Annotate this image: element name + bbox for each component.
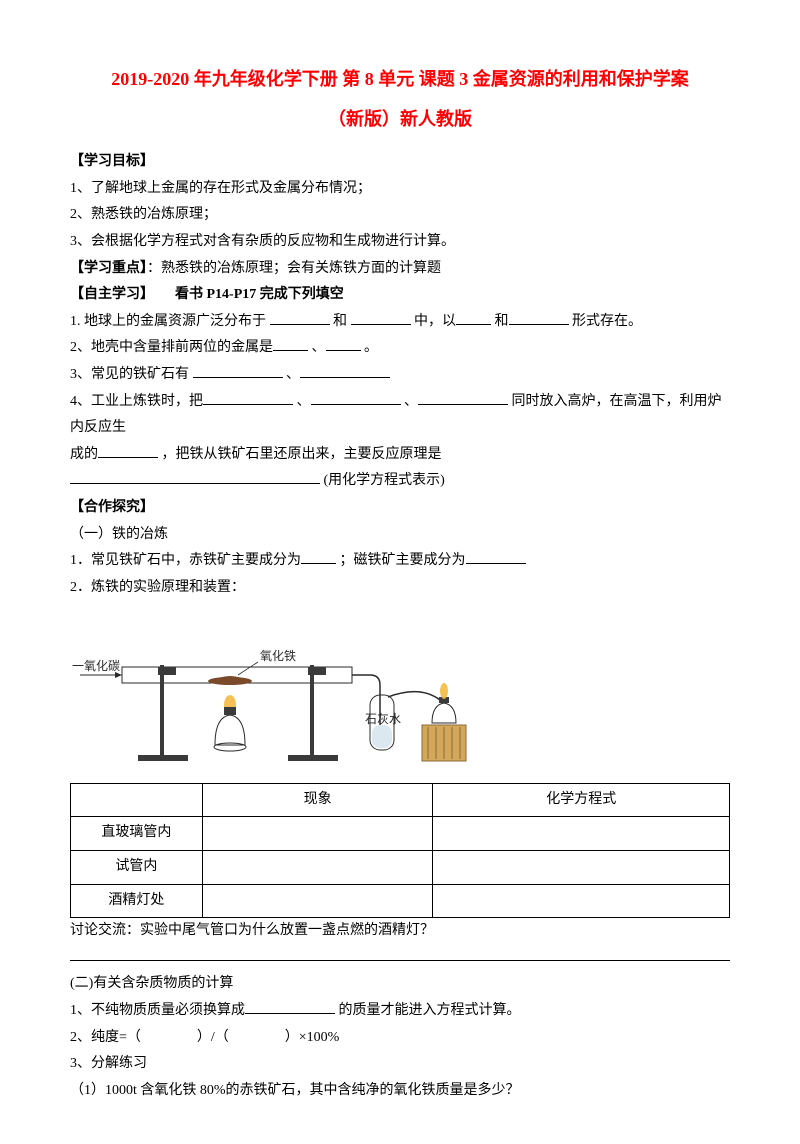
coop-sub1: （一）铁的冶炼 xyxy=(70,522,730,549)
blank xyxy=(193,364,283,378)
self-q3: 3、常见的铁矿石有 、 xyxy=(70,362,730,389)
self-q3-b: 、 xyxy=(286,367,300,382)
p2-q3: 3、分解练习 xyxy=(70,1051,730,1078)
blank xyxy=(456,311,491,325)
self-q1-d: 和 xyxy=(495,314,509,329)
blank xyxy=(270,311,330,325)
p2-q1: 1、不纯物质质量必须换算成 的质量才能进入方程式计算。 xyxy=(70,998,730,1025)
blank xyxy=(70,470,320,484)
self-q4-f: ，把铁从铁矿石里还原出来，主要反应原理是 xyxy=(162,447,442,462)
self-q2-c: 。 xyxy=(364,340,378,355)
coop-q2: 2．炼铁的实验原理和装置： xyxy=(70,575,730,602)
self-q1: 1. 地球上的金属资源广泛分布于 和 中，以 和 形式存在。 xyxy=(70,309,730,336)
blank xyxy=(273,337,308,351)
self-q4-g: (用化学方程式表示) xyxy=(324,473,445,488)
table-h2: 化学方程式 xyxy=(433,783,730,817)
label-lime: 石灰水 xyxy=(365,712,401,726)
blank xyxy=(466,550,526,564)
self-q2-b: 、 xyxy=(312,340,326,355)
title-line-2: （新版）新人教版 xyxy=(70,100,730,140)
blank xyxy=(98,444,158,458)
self-q2: 2、地壳中含量排前两位的金属是 、 。 xyxy=(70,335,730,362)
self-q1-b: 和 xyxy=(333,314,351,329)
self-q4-b: 、 xyxy=(297,394,311,409)
label-fe2o3: 氧化铁 xyxy=(260,649,296,663)
goal-3: 3、会根据化学方程式对含有杂质的反应物和生成物进行计算。 xyxy=(70,229,730,256)
self-q1-a: 1. 地球上的金属资源广泛分布于 xyxy=(70,314,270,329)
focus-text: ：熟悉铁的冶炼原理；会有关炼铁方面的计算题 xyxy=(147,261,441,276)
focus-heading: 【学习重点】 xyxy=(70,261,147,276)
blank xyxy=(311,391,401,405)
goal-2: 2、熟悉铁的冶炼原理； xyxy=(70,202,730,229)
p2-q3-1: （1）1000t 含氧化铁 80%的赤铁矿石，其中含纯净的氧化铁质量是多少？ xyxy=(70,1078,730,1105)
observation-table: 现象 化学方程式 直玻璃管内 试管内 酒精灯处 xyxy=(70,783,730,918)
self-q1-e: 形式存在。 xyxy=(572,314,642,329)
self-q4-a: 4、工业上炼铁时，把 xyxy=(70,394,203,409)
p2-q1-b: 的质量才能进入方程式计算。 xyxy=(339,1003,521,1018)
self-q4: 4、工业上炼铁时，把 、 、 同时放入高炉，在高温下，利用炉内反应生 xyxy=(70,389,730,442)
table-h1: 现象 xyxy=(202,783,433,817)
self-q1-c: 中，以 xyxy=(414,314,456,329)
table-r3: 酒精灯处 xyxy=(71,884,203,918)
p2-q2: 2、纯度=（ ）/（ ）×100% xyxy=(70,1025,730,1052)
part2-heading: (二)有关含杂质物质的计算 xyxy=(70,971,730,998)
blank xyxy=(300,364,390,378)
self-study-instruction: 看书 P14-P17 完成下列填空 xyxy=(147,287,344,302)
self-q4-eq: (用化学方程式表示) xyxy=(70,468,730,495)
coop-q1-b: ；磁铁矿主要成分为 xyxy=(340,553,466,568)
self-q4-cont: 成的 ，把铁从铁矿石里还原出来，主要反应原理是 xyxy=(70,442,730,469)
self-q4-e: 成的 xyxy=(70,447,98,462)
goals-heading: 【学习目标】 xyxy=(70,154,154,169)
blank xyxy=(351,311,411,325)
goal-1: 1、了解地球上金属的存在形式及金属分布情况； xyxy=(70,176,730,203)
blank xyxy=(245,1000,335,1014)
self-q4-c: 、 xyxy=(404,394,418,409)
coop-heading: 【合作探究】 xyxy=(70,500,154,515)
blank xyxy=(301,550,336,564)
blank xyxy=(509,311,569,325)
table-r2: 试管内 xyxy=(71,851,203,885)
self-study-heading: 【自主学习】 xyxy=(70,287,147,302)
coop-q1: 1．常见铁矿石中，赤铁矿主要成分为 ；磁铁矿主要成分为 xyxy=(70,548,730,575)
discuss-text: 讨论交流：实验中尾气管口为什么放置一盏点燃的酒精灯？ xyxy=(70,918,730,945)
blank xyxy=(418,391,508,405)
label-co: 一氧化碳 xyxy=(72,659,120,673)
table-r1: 直玻璃管内 xyxy=(71,817,203,851)
self-q3-a: 3、常见的铁矿石有 xyxy=(70,367,193,382)
self-q2-a: 2、地壳中含量排前两位的金属是 xyxy=(70,340,273,355)
blank-line xyxy=(70,947,730,961)
p2-q1-a: 1、不纯物质质量必须换算成 xyxy=(70,1003,245,1018)
blank xyxy=(326,337,361,351)
title-line-1: 2019-2020 年九年级化学下册 第 8 单元 课题 3 金属资源的利用和保… xyxy=(70,60,730,100)
experiment-diagram: 一氧化碳 氧化铁 石灰水 xyxy=(70,605,490,770)
blank xyxy=(203,391,293,405)
coop-q1-a: 1．常见铁矿石中，赤铁矿主要成分为 xyxy=(70,553,301,568)
